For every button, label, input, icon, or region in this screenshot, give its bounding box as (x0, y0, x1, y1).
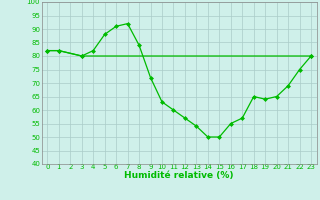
X-axis label: Humidité relative (%): Humidité relative (%) (124, 171, 234, 180)
